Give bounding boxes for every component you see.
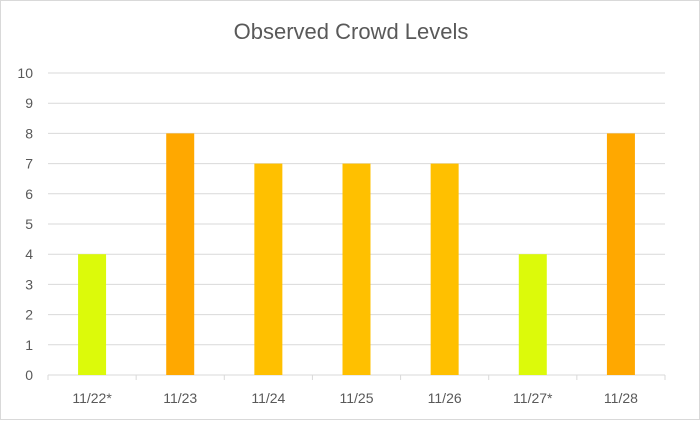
y-tick-label: 5 — [25, 216, 33, 232]
bars — [78, 133, 635, 375]
chart-title: Observed Crowd Levels — [233, 19, 469, 44]
bar-11-23 — [166, 133, 195, 375]
x-tick-label: 11/24 — [251, 390, 285, 406]
x-tick-label: 11/28 — [604, 390, 638, 406]
x-tick-label: 11/25 — [340, 390, 374, 406]
x-tick-label: 11/23 — [163, 390, 197, 406]
y-tick-label: 3 — [25, 276, 33, 292]
bar-11-28 — [606, 133, 635, 375]
bar-11-26 — [430, 163, 459, 375]
x-tick-label: 11/27* — [513, 390, 553, 406]
y-tick-label: 9 — [25, 95, 33, 111]
bar-11-24 — [254, 163, 283, 375]
y-tick-label: 0 — [25, 367, 33, 383]
bar-11-27- — [518, 254, 547, 375]
x-tick-label: 11/22* — [72, 390, 112, 406]
y-tick-label: 6 — [25, 186, 33, 202]
y-tick-label: 10 — [17, 65, 33, 81]
y-tick-label: 8 — [25, 125, 33, 141]
y-tick-label: 7 — [25, 156, 33, 172]
y-tick-labels: 0 1 2 3 4 5 6 7 8 9 10 — [17, 65, 33, 383]
bar-11-22- — [78, 254, 107, 375]
x-tick-label: 11/26 — [428, 390, 462, 406]
y-tick-label: 4 — [25, 246, 33, 262]
x-tick-labels: 11/22* 11/23 11/24 11/25 11/26 11/27* 11/28 — [72, 390, 638, 406]
bar-11-25 — [342, 163, 371, 375]
y-tick-label: 2 — [25, 307, 33, 323]
y-tick-label: 1 — [25, 337, 33, 353]
